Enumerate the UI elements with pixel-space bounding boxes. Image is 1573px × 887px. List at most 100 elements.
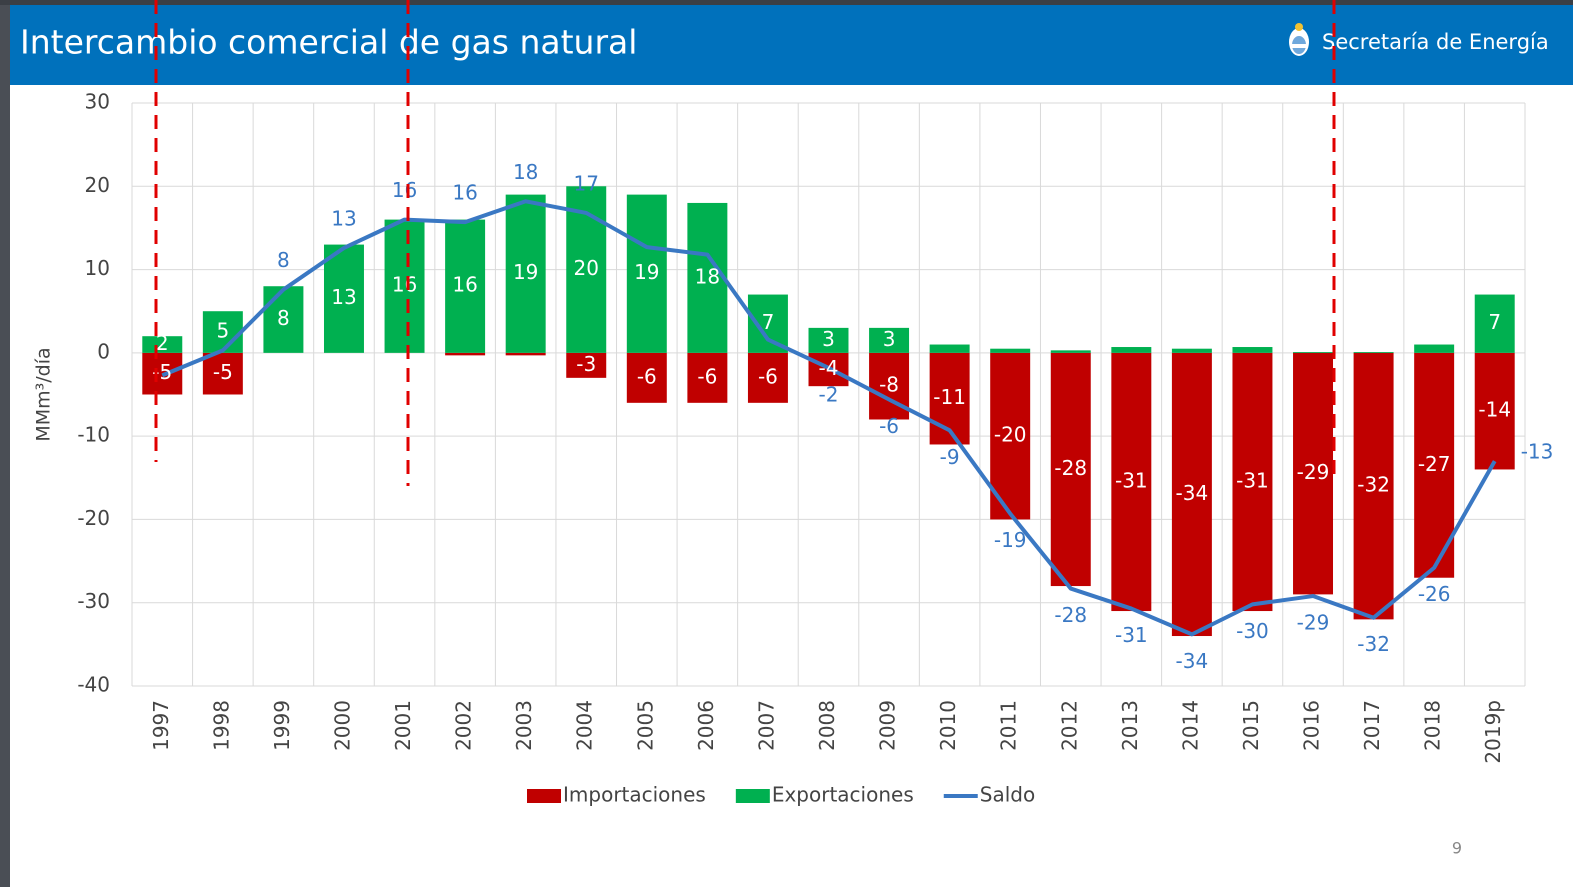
data-label: -28	[1054, 603, 1087, 627]
legend-swatch	[527, 789, 561, 803]
annotation-lines	[154, 0, 1336, 486]
data-label: 16	[392, 273, 417, 297]
x-tick-label: 2008	[815, 700, 839, 751]
y-tick-label: -40	[77, 673, 110, 697]
bar	[990, 352, 1031, 520]
data-label: -8	[879, 373, 899, 397]
data-label: 13	[331, 206, 356, 230]
x-tick-label: 2001	[391, 700, 415, 751]
data-label: -9	[940, 445, 960, 469]
chart: -40 -30 -20 -10 0 10 20 30 MMm³/día 1997 1998 1999 2…	[33, 90, 1554, 807]
data-label: 16	[392, 178, 417, 202]
x-tick-label: 2005	[633, 700, 657, 751]
data-label: -31	[1115, 623, 1148, 647]
data-label: -32	[1357, 473, 1390, 497]
bar	[1111, 347, 1152, 353]
bar	[626, 352, 667, 403]
y-tick-label: 20	[85, 173, 110, 197]
bar	[869, 327, 910, 353]
bar	[1232, 352, 1273, 612]
data-label: -3	[576, 352, 596, 376]
data-label: -34	[1176, 649, 1209, 673]
bar	[990, 348, 1031, 353]
x-tick-label: 2018	[1421, 700, 1445, 751]
x-tick-label: 2011	[997, 700, 1021, 751]
bar	[202, 352, 243, 395]
bar	[384, 219, 425, 353]
bar	[1050, 352, 1091, 587]
data-label: 7	[1488, 310, 1501, 334]
data-label: 7	[762, 310, 775, 334]
emblem	[1289, 23, 1309, 56]
frame-edge	[0, 0, 1573, 5]
y-tick-label: 30	[85, 90, 110, 114]
data-label: -6	[879, 414, 899, 438]
line	[161, 199, 1497, 637]
x-tick-label: 2010	[936, 700, 960, 751]
x-tick-label: 1998	[209, 700, 233, 751]
data-label: -19	[994, 528, 1027, 552]
bar	[1293, 352, 1334, 353]
x-tick-label: 2014	[1178, 700, 1202, 751]
data-label: 13	[331, 285, 356, 309]
x-tick-label: 2007	[754, 700, 778, 751]
bar	[1111, 352, 1152, 612]
data-label: -11	[933, 385, 966, 409]
bar	[687, 202, 728, 353]
x-tick-label: 1999	[270, 700, 294, 751]
y-tick-label: -30	[77, 589, 110, 613]
data-label: -29	[1297, 611, 1330, 635]
data-label: -2	[819, 382, 839, 406]
legend-label: Importaciones	[563, 783, 706, 807]
data-label: -6	[758, 364, 778, 388]
x-tick-label: 2006	[694, 700, 718, 751]
data-label: 3	[822, 327, 835, 351]
x-tick-label: 2000	[330, 700, 354, 751]
bar	[263, 286, 304, 353]
bar	[808, 327, 849, 353]
bar	[929, 344, 970, 353]
y-tick-label: -20	[77, 506, 110, 530]
x-tick-label: 2003	[512, 700, 536, 751]
data-label: 16	[452, 273, 477, 297]
x-tick-label: 1997	[149, 700, 173, 751]
data-label: -30	[1236, 619, 1269, 643]
bar	[687, 352, 728, 403]
bar	[1474, 352, 1515, 470]
bar	[505, 194, 546, 353]
bar	[1414, 344, 1455, 353]
data-label: -6	[637, 364, 657, 388]
bar	[1353, 352, 1394, 353]
bar	[323, 244, 364, 353]
legend-label: Saldo	[980, 783, 1035, 807]
data-label: 5	[216, 319, 229, 343]
data-label: -31	[1115, 468, 1148, 492]
bar	[445, 352, 486, 356]
data-label: -34	[1176, 481, 1209, 505]
legend-label: Exportaciones	[772, 783, 914, 807]
data-label: -32	[1357, 632, 1390, 656]
x-tick-label: 2012	[1057, 700, 1081, 751]
data-label: 18	[695, 264, 720, 288]
legend-swatch	[735, 789, 770, 803]
bar	[445, 219, 486, 353]
data-label: 8	[277, 248, 290, 272]
x-tick-label: 2002	[452, 700, 476, 751]
data-label: 3	[883, 327, 896, 351]
y-axis-label: MMm³/día	[33, 347, 55, 441]
bar	[505, 352, 546, 356]
x-tick-label: 2009	[876, 700, 900, 751]
x-tick-label: 2013	[1118, 700, 1142, 751]
y-tick-label: 0	[97, 339, 110, 363]
header-org: Secretaría de Energía	[1322, 30, 1549, 54]
data-label: -27	[1418, 452, 1451, 476]
bar	[202, 311, 243, 353]
data-label: 20	[574, 256, 599, 280]
x-tick-label: 2004	[573, 700, 597, 751]
data-label: -31	[1236, 468, 1269, 492]
data-label: -20	[994, 423, 1027, 447]
x-tick-label: 2019p	[1481, 700, 1505, 764]
bar	[747, 352, 788, 403]
